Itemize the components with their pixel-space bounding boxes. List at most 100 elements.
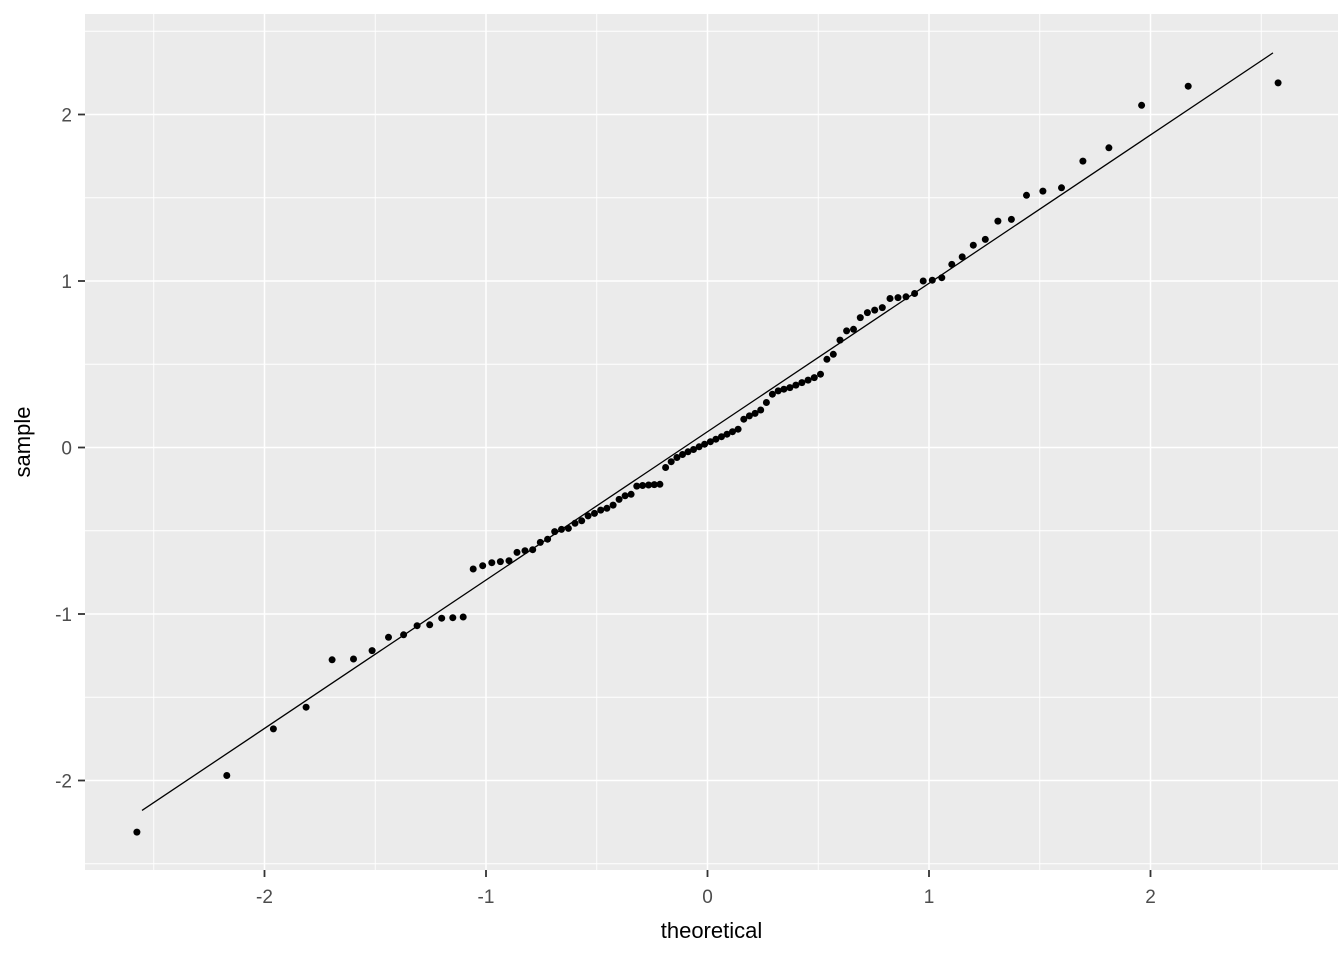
data-point <box>919 277 927 285</box>
data-point <box>1023 191 1030 199</box>
data-point <box>1274 79 1282 87</box>
data-point <box>385 633 392 641</box>
y-tick-label: 2 <box>61 106 72 127</box>
x-tick-label: 2 <box>1145 887 1156 908</box>
data-point <box>603 504 611 512</box>
data-point <box>774 387 782 395</box>
data-point <box>469 565 477 573</box>
data-point <box>459 613 467 621</box>
data-point <box>745 412 753 420</box>
data-point <box>850 325 857 333</box>
data-point <box>863 309 871 317</box>
data-point <box>894 294 902 302</box>
data-point <box>792 381 800 389</box>
data-point <box>1079 157 1087 165</box>
data-point <box>1007 215 1015 223</box>
data-point <box>768 390 776 398</box>
data-point <box>679 451 686 458</box>
data-point <box>368 647 376 655</box>
data-point <box>712 435 720 443</box>
data-point <box>656 480 664 488</box>
data-point <box>633 482 641 490</box>
data-point <box>223 772 231 779</box>
y-tick-label: 0 <box>61 439 72 460</box>
y-tick-label: -2 <box>55 772 72 793</box>
data-point <box>817 370 824 378</box>
data-point <box>449 614 457 622</box>
data-point <box>757 406 765 414</box>
data-point <box>438 614 446 622</box>
data-point <box>695 443 703 451</box>
axis-tick-marks <box>78 113 1152 877</box>
x-axis-title: theoretical <box>661 918 763 943</box>
data-point <box>639 482 647 489</box>
data-point <box>729 428 736 436</box>
data-point <box>673 454 681 461</box>
data-point <box>829 350 837 358</box>
data-points-group <box>133 79 1282 836</box>
y-tick-label: -1 <box>55 605 72 626</box>
data-point <box>662 464 670 471</box>
axis-tick-labels: -2 -1 0 1 2 -2 -1 0 1 2 <box>55 106 1156 909</box>
data-point <box>615 495 623 503</box>
data-point <box>496 558 504 566</box>
data-point <box>762 399 770 406</box>
data-point <box>513 548 521 556</box>
data-point <box>706 438 714 446</box>
data-point <box>1184 82 1192 90</box>
data-point <box>426 621 434 629</box>
x-tick-label: 0 <box>702 887 713 908</box>
data-point <box>734 425 742 433</box>
data-point <box>597 506 605 514</box>
data-point <box>723 430 731 438</box>
data-point <box>856 314 864 322</box>
qq-reference-line <box>141 52 1274 812</box>
data-point <box>994 217 1002 225</box>
data-point <box>981 235 989 243</box>
data-point <box>690 446 697 453</box>
data-point <box>650 481 658 489</box>
data-point <box>823 355 831 363</box>
data-point <box>578 517 586 525</box>
data-point <box>667 458 675 466</box>
data-point <box>627 490 635 498</box>
data-point <box>701 440 709 448</box>
data-point <box>751 409 759 417</box>
data-point <box>958 253 966 261</box>
x-tick-label: -1 <box>478 887 495 908</box>
data-point <box>609 501 617 509</box>
data-point <box>645 481 653 489</box>
data-point <box>798 379 806 387</box>
data-point <box>684 448 692 456</box>
data-point <box>780 385 788 393</box>
data-point <box>740 415 748 423</box>
x-tick-label: 1 <box>924 887 935 908</box>
data-point <box>350 655 357 663</box>
x-tick-label: -2 <box>256 887 273 908</box>
data-point <box>505 557 513 565</box>
reference-line-group <box>141 52 1274 812</box>
data-point <box>269 725 277 733</box>
data-point <box>328 656 336 664</box>
data-point <box>886 295 894 302</box>
data-point <box>1105 144 1113 152</box>
data-point <box>804 376 812 384</box>
y-tick-label: 1 <box>61 272 72 293</box>
data-point <box>843 327 851 335</box>
data-point <box>1039 187 1047 195</box>
data-point <box>810 374 818 382</box>
data-point <box>878 304 886 312</box>
data-point <box>488 559 496 567</box>
data-point <box>584 512 592 520</box>
data-point <box>1138 101 1146 109</box>
data-point <box>591 509 598 517</box>
data-point <box>902 293 910 301</box>
data-point <box>871 306 879 314</box>
data-point <box>302 703 310 711</box>
data-point <box>786 384 794 392</box>
data-point <box>1058 184 1065 192</box>
data-point <box>621 492 629 500</box>
data-point <box>969 241 977 249</box>
